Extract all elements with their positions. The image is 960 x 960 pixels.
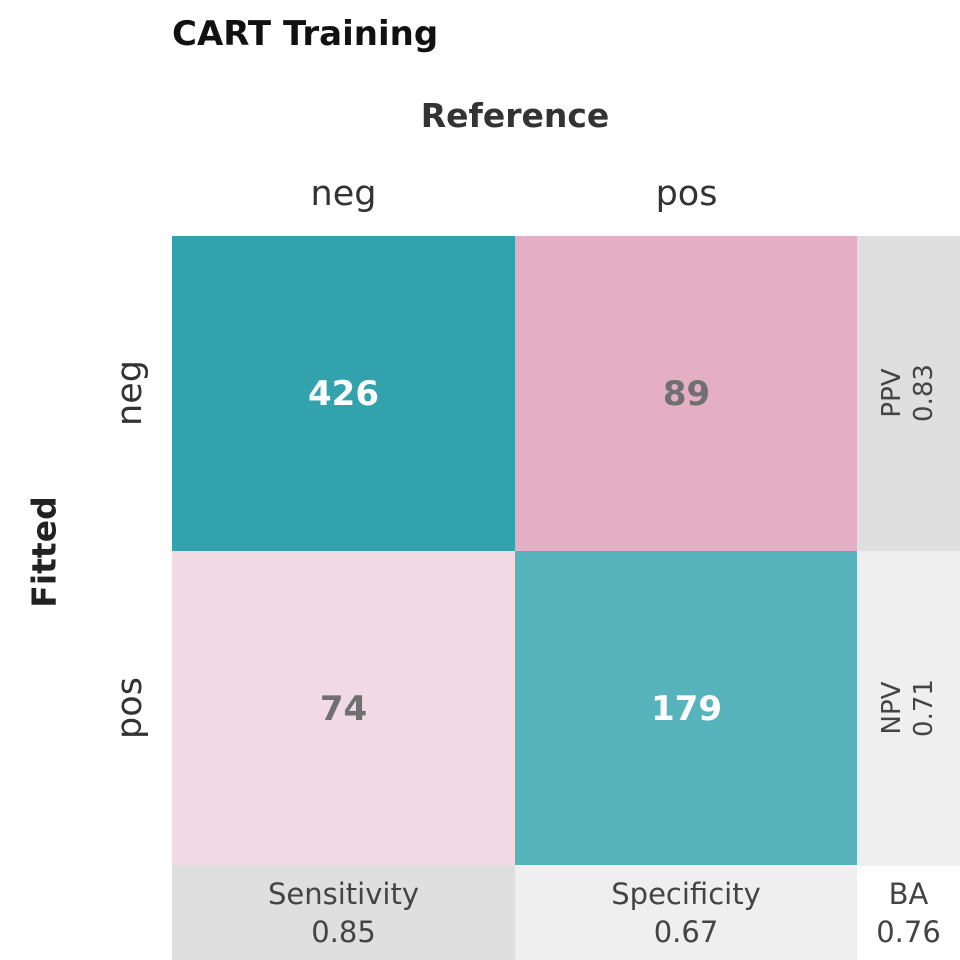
cell-pos-neg: 74	[172, 551, 515, 866]
sensitivity-metric: Sensitivity 0.85	[172, 865, 515, 960]
sensitivity-name: Sensitivity	[268, 876, 419, 911]
cell-neg-pos: 89	[515, 236, 858, 551]
row-label-pos: pos	[110, 677, 150, 739]
x-axis-label: Reference	[420, 96, 610, 135]
column-label-neg: neg	[310, 174, 377, 214]
ppv-value: 0.83	[909, 364, 939, 422]
cell-value: 89	[662, 373, 711, 414]
ppv-metric: PPV 0.83	[857, 236, 960, 551]
specificity-metric: Specificity 0.67	[515, 865, 857, 960]
column-label-pos: pos	[655, 174, 718, 214]
sensitivity-value: 0.85	[311, 914, 376, 949]
chart-title: CART Training	[172, 14, 439, 54]
ba-value: 0.76	[876, 914, 941, 949]
row-label-neg: neg	[110, 360, 150, 426]
cell-pos-pos: 179	[515, 551, 858, 866]
npv-name: NPV	[877, 681, 907, 735]
ba-name: BA	[888, 876, 929, 911]
cell-value: 179	[651, 688, 722, 729]
cell-value: 74	[319, 688, 368, 729]
cell-neg-neg: 426	[172, 236, 515, 551]
npv-metric: NPV 0.71	[857, 551, 960, 866]
cell-value: 426	[308, 373, 379, 414]
balanced-accuracy-metric: BA 0.76	[857, 865, 960, 960]
y-axis-label: Fitted	[24, 496, 64, 608]
specificity-value: 0.67	[653, 914, 719, 949]
ppv-name: PPV	[877, 368, 907, 418]
specificity-name: Specificity	[611, 876, 761, 911]
npv-value: 0.71	[909, 679, 939, 737]
